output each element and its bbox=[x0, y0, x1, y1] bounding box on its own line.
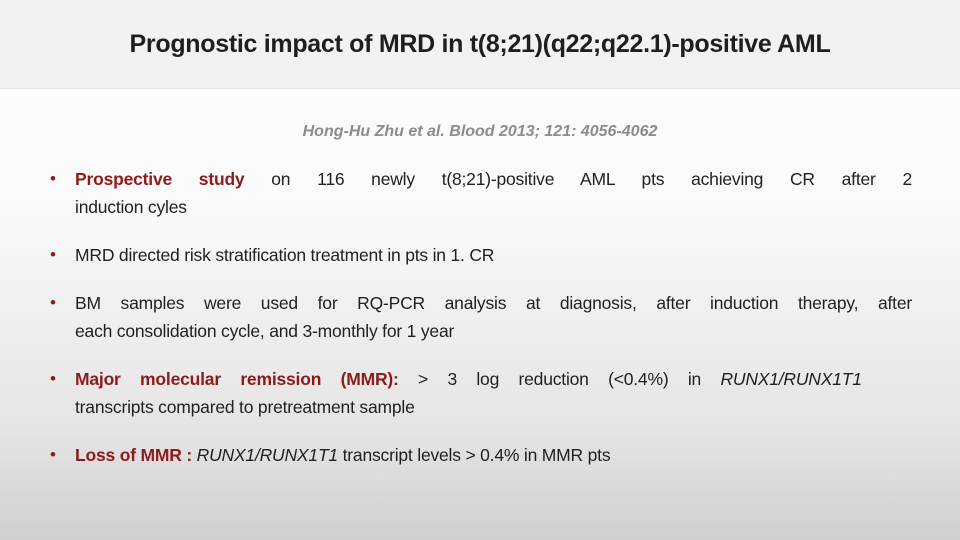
body-text: > 3 log reduction (<0.4%) in bbox=[398, 369, 721, 389]
page-title: Prognostic impact of MRD in t(8;21)(q22;… bbox=[129, 29, 831, 58]
body-text: induction cyles bbox=[75, 197, 187, 217]
bullet-text: MRD directed risk stratification treatme… bbox=[75, 241, 912, 269]
bullet-item: • Prospective study on 116 newly t(8;21)… bbox=[50, 165, 912, 221]
body-text: transcript levels > 0.4% in MMR pts bbox=[337, 445, 611, 465]
slide-header-band: Prognostic impact of MRD in t(8;21)(q22;… bbox=[0, 0, 960, 89]
emphasis-text: Major molecular remission (MMR): bbox=[75, 369, 399, 389]
bullet-text: Prospective study on 116 newly t(8;21)-p… bbox=[75, 165, 912, 221]
bullet-icon: • bbox=[50, 169, 56, 188]
body-text: transcripts compared to pretreatment sam… bbox=[75, 397, 415, 417]
citation: Hong-Hu Zhu et al. Blood 2013; 121: 4056… bbox=[302, 123, 658, 140]
bullet-item: • MRD directed risk stratification treat… bbox=[50, 241, 912, 269]
bullet-icon: • bbox=[50, 445, 56, 464]
bullet-icon: • bbox=[50, 293, 56, 312]
bullet-text: Major molecular remission (MMR): > 3 log… bbox=[75, 365, 912, 421]
bullet-icon: • bbox=[50, 369, 56, 388]
gene-name-text: RUNX1/RUNX1T1 bbox=[720, 369, 862, 389]
emphasis-text: Prospective study bbox=[75, 169, 245, 189]
bullet-item: • Loss of MMR : RUNX1/RUNX1T1 transcript… bbox=[50, 441, 912, 469]
bullet-icon: • bbox=[50, 245, 56, 264]
bullet-list: • Prospective study on 116 newly t(8;21)… bbox=[0, 165, 960, 469]
bullet-item: • BM samples were used for RQ-PCR analys… bbox=[50, 289, 912, 345]
bullet-text: BM samples were used for RQ-PCR analysis… bbox=[75, 289, 912, 345]
gene-name-text: RUNX1/RUNX1T1 bbox=[196, 445, 339, 465]
body-text: MRD directed risk stratification treatme… bbox=[75, 245, 495, 265]
body-text: BM samples were used for RQ-PCR analysis… bbox=[75, 293, 912, 313]
emphasis-text: Loss of MMR : bbox=[75, 445, 197, 465]
body-text: each consolidation cycle, and 3-monthly … bbox=[75, 321, 455, 341]
bullet-item: • Major molecular remission (MMR): > 3 l… bbox=[50, 365, 912, 421]
body-text: on 116 newly t(8;21)-positive AML pts ac… bbox=[244, 169, 912, 189]
bullet-text: Loss of MMR : RUNX1/RUNX1T1 transcript l… bbox=[75, 441, 912, 469]
